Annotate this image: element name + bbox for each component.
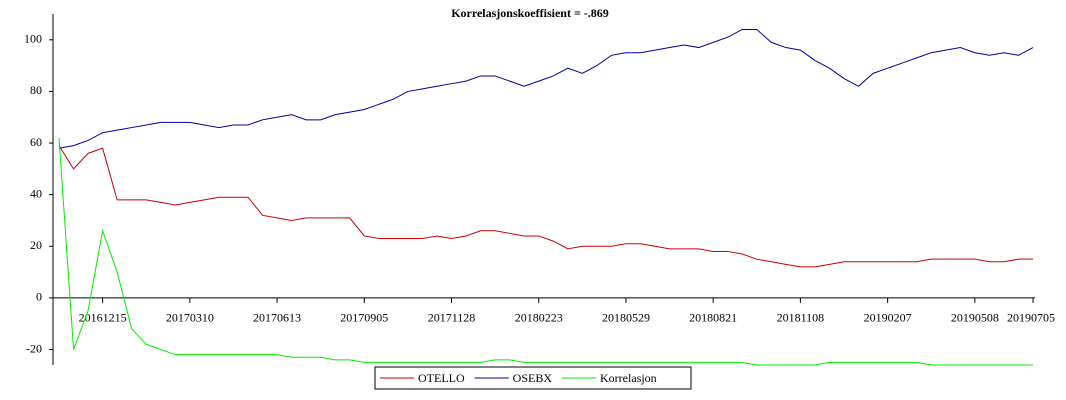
legend-label: OTELLO	[418, 371, 465, 385]
series-line	[58, 137, 1033, 366]
x-tick-label: 20181108	[777, 311, 825, 325]
y-tick-label: 20	[30, 238, 42, 252]
x-tick-label: 20180529	[602, 311, 650, 325]
y-tick-label: 60	[30, 135, 42, 149]
y-tick-label: 80	[30, 83, 42, 97]
y-tick-label: 0	[36, 290, 42, 304]
x-tick-label: 20170310	[166, 311, 214, 325]
series-line	[58, 28, 1034, 149]
x-tick-label: 20171128	[428, 311, 476, 325]
chart-title: Korrelasjonskoeffisient = -.869	[451, 6, 609, 20]
x-tick-label: 20180821	[689, 311, 737, 325]
series-line	[58, 145, 1033, 268]
x-tick-label: 20180223	[515, 311, 563, 325]
x-tick-label: 20190508	[951, 311, 999, 325]
x-tick-label: 20170905	[340, 311, 388, 325]
x-tick-label: 20170613	[253, 311, 301, 325]
legend-box	[374, 366, 692, 390]
y-tick-label: 100	[24, 32, 42, 46]
y-tick-label: -20	[26, 341, 42, 355]
legend-label: OSEBX	[513, 371, 553, 385]
x-tick-label: 20190705	[1007, 311, 1055, 325]
y-tick-label: 40	[30, 186, 42, 200]
x-tick-label: 20161215	[79, 311, 127, 325]
x-tick-label: 20190207	[864, 311, 912, 325]
legend-label: Korrelasjon	[600, 371, 657, 385]
